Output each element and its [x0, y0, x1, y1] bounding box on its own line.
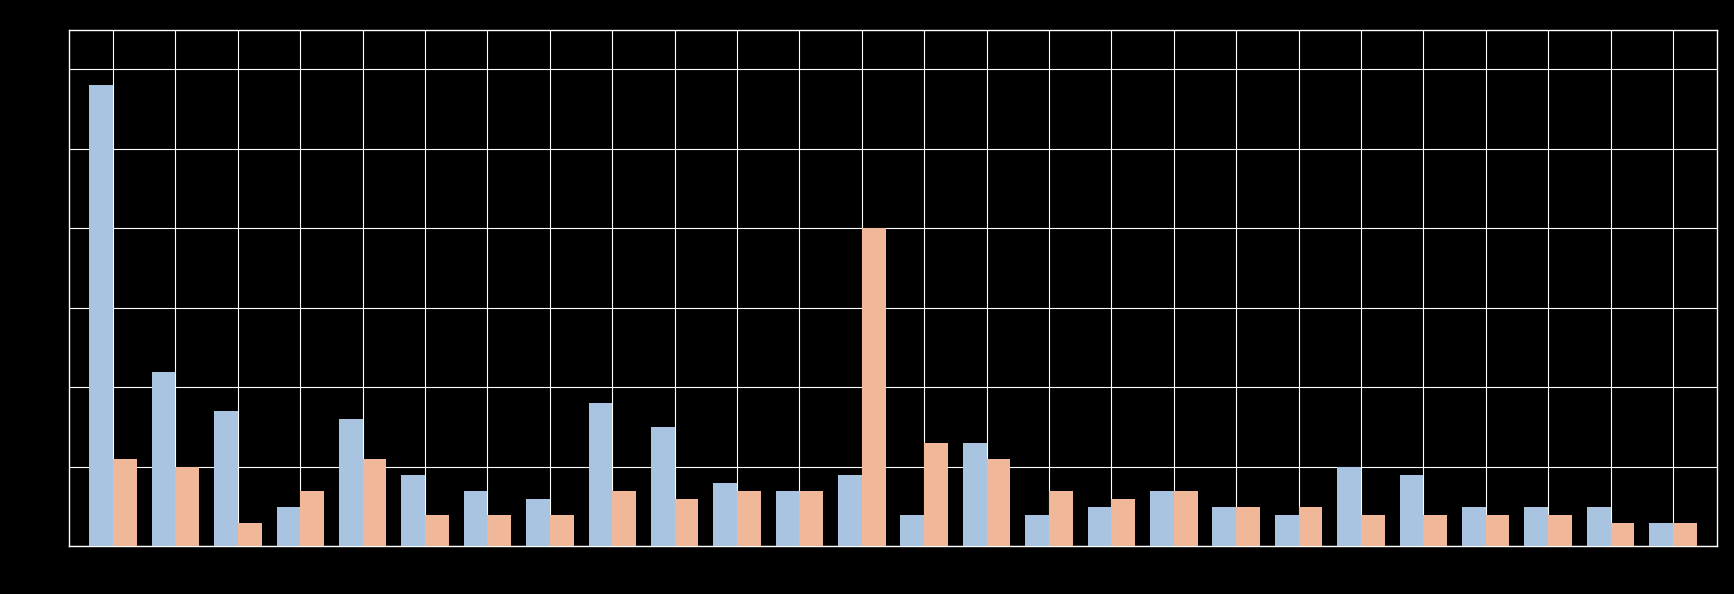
Bar: [276, 507, 300, 546]
Bar: [1673, 523, 1696, 546]
Bar: [425, 514, 449, 546]
Bar: [113, 459, 137, 546]
Bar: [1150, 491, 1174, 546]
Bar: [675, 499, 699, 546]
Bar: [650, 427, 675, 546]
Bar: [1611, 523, 1635, 546]
Bar: [1587, 507, 1611, 546]
Bar: [1337, 467, 1361, 546]
Bar: [924, 443, 948, 546]
Bar: [737, 491, 761, 546]
Bar: [1212, 507, 1236, 546]
Bar: [713, 483, 737, 546]
Bar: [1236, 507, 1261, 546]
Bar: [987, 459, 1011, 546]
Bar: [799, 491, 824, 546]
Bar: [900, 514, 924, 546]
Bar: [1424, 514, 1448, 546]
Bar: [1025, 514, 1049, 546]
Bar: [962, 443, 987, 546]
Bar: [1462, 507, 1486, 546]
Bar: [550, 514, 574, 546]
Bar: [487, 514, 512, 546]
Bar: [1649, 523, 1673, 546]
Bar: [90, 86, 113, 546]
Bar: [1399, 475, 1424, 546]
Bar: [401, 475, 425, 546]
Bar: [525, 499, 550, 546]
Bar: [862, 229, 886, 546]
Bar: [1299, 507, 1323, 546]
Bar: [300, 491, 324, 546]
Bar: [775, 491, 799, 546]
Bar: [1361, 514, 1385, 546]
Bar: [1111, 499, 1136, 546]
Bar: [1548, 514, 1573, 546]
Bar: [612, 491, 636, 546]
Bar: [153, 372, 175, 546]
Bar: [213, 411, 238, 546]
Bar: [838, 475, 862, 546]
Bar: [1524, 507, 1548, 546]
Bar: [238, 523, 262, 546]
Bar: [588, 403, 612, 546]
Bar: [1174, 491, 1198, 546]
Bar: [1049, 491, 1073, 546]
Bar: [175, 467, 199, 546]
Bar: [1486, 514, 1510, 546]
Bar: [463, 491, 487, 546]
Bar: [1087, 507, 1111, 546]
Bar: [1274, 514, 1299, 546]
Bar: [362, 459, 387, 546]
Bar: [338, 419, 362, 546]
